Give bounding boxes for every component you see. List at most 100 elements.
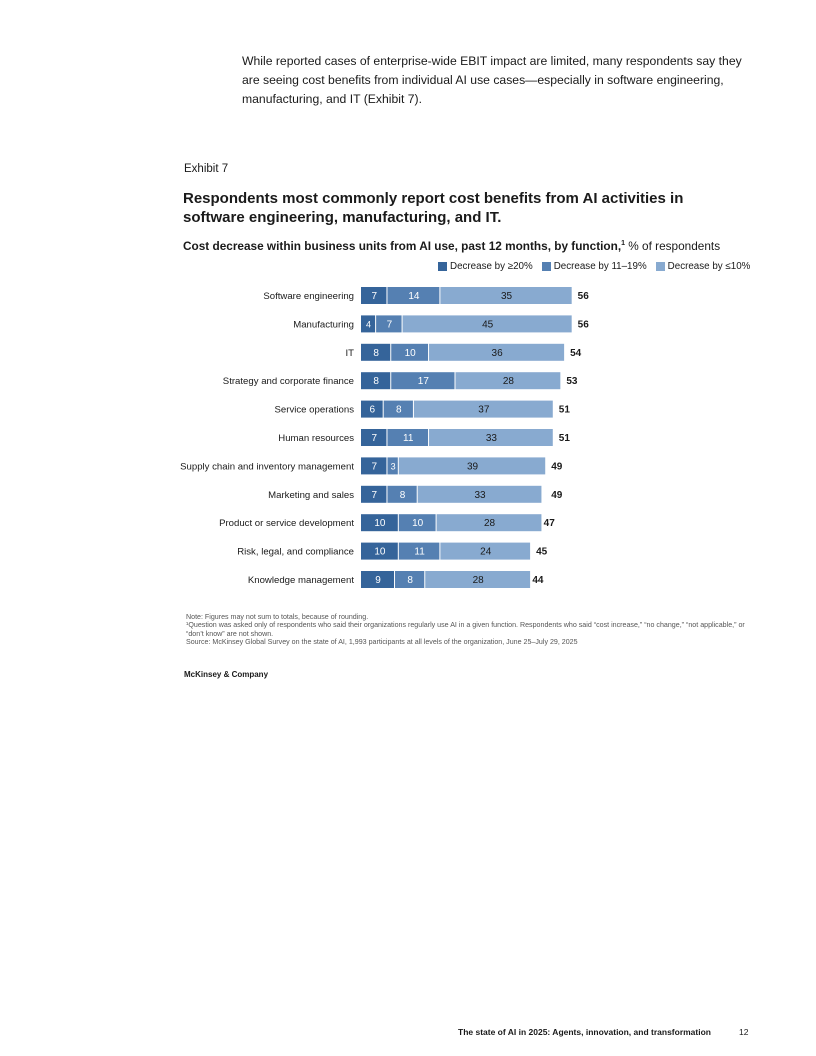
bar-segment (361, 287, 387, 304)
bar-total-label: 47 (544, 518, 556, 529)
bar-segment (398, 514, 436, 532)
chart-notes: Note: Figures may not sum to totals, bec… (186, 613, 746, 647)
bar-total-label: 49 (551, 490, 563, 501)
bar-segment (361, 457, 387, 475)
chart-subtitle: Cost decrease within business units from… (183, 239, 783, 253)
category-label: Supply chain and inventory management (180, 461, 354, 472)
note-text: Note: Figures may not sum to totals, bec… (186, 613, 369, 621)
bar-value-label: 11 (403, 433, 414, 444)
bar-segment (387, 457, 398, 475)
bar-value-label: 28 (484, 518, 496, 529)
bar-value-label: 7 (371, 490, 377, 501)
bar-value-label: 8 (407, 575, 413, 586)
subtitle-footnote-mark: 1 (621, 240, 625, 248)
bar-value-label: 10 (374, 518, 386, 529)
bar-value-label: 10 (374, 547, 386, 558)
legend-label: Decrease by ≥20% (450, 261, 533, 272)
legend-item-mid: Decrease by 11–19% (541, 261, 647, 272)
legend-swatch-light (655, 262, 665, 271)
bar-total-label: 44 (532, 575, 544, 586)
legend-label: Decrease by ≤10% (667, 261, 751, 272)
bar-total-label: 51 (559, 433, 571, 444)
bar-value-label: 11 (414, 547, 425, 558)
chart-title: Respondents most commonly report cost be… (183, 190, 684, 226)
bar-value-label: 8 (373, 376, 379, 387)
bar-segment (398, 542, 440, 560)
bar-segment (429, 343, 565, 361)
bar-segment (361, 400, 383, 418)
bar-segment (440, 542, 531, 560)
category-label: Manufacturing (293, 319, 354, 330)
stacked-bar-chart: Software engineering 7 14 35 56 Manufacturing… (180, 287, 590, 588)
category-label: Marketing and sales (268, 490, 354, 501)
bar-segment (361, 542, 398, 560)
bar-segment (417, 485, 542, 503)
bar-value-label: 10 (405, 348, 417, 359)
bar-value-label: 24 (480, 547, 492, 558)
bar-total-label: 45 (536, 547, 548, 558)
bar-total-label: 49 (551, 461, 563, 472)
bar-segment (391, 372, 455, 390)
bar-segment (387, 485, 417, 503)
bar-segment (455, 372, 561, 390)
legend-swatch-dark (438, 262, 447, 271)
footer-title: The state of AI in 2025: Agents, innovat… (458, 1027, 711, 1037)
bar-segment (395, 571, 425, 588)
bar-value-label: 7 (387, 319, 393, 330)
category-label: IT (345, 348, 354, 359)
bar-segment (361, 485, 387, 503)
category-label: Risk, legal, and compliance (237, 547, 354, 558)
bar-value-label: 33 (475, 490, 487, 501)
bar-segment (436, 514, 542, 532)
bar-total-label: 56 (578, 319, 590, 330)
legend-item-dark: Decrease by ≥20% (438, 261, 533, 272)
bar-value-label: 7 (371, 461, 377, 472)
bar-value-label: 17 (418, 376, 430, 387)
bar-value-label: 8 (373, 348, 379, 359)
bar-segment (376, 315, 402, 333)
legend-label: Decrease by 11–19% (553, 261, 647, 272)
bar-segment (440, 287, 572, 304)
category-label: Service operations (275, 405, 355, 416)
bar-value-label: 33 (486, 433, 498, 444)
footnote-text: ¹Question was asked only of respondents … (186, 621, 745, 638)
bar-value-label: 9 (375, 575, 381, 586)
subtitle-bold: Cost decrease within business units from… (183, 239, 622, 253)
bar-segment (391, 343, 429, 361)
bar-value-label: 8 (396, 405, 402, 416)
bar-segment (361, 315, 376, 333)
category-label: Knowledge management (248, 575, 354, 586)
bar-segment (361, 372, 391, 390)
bar-value-label: 36 (492, 348, 504, 359)
bar-value-label: 39 (467, 461, 479, 472)
bar-segment (361, 429, 387, 446)
bar-value-label: 6 (370, 405, 376, 416)
bar-value-label: 7 (371, 291, 377, 302)
brand-name: McKinsey & Company (184, 670, 269, 679)
bar-value-label: 10 (412, 518, 424, 529)
bar-value-label: 28 (503, 376, 515, 387)
bar-total-label: 56 (578, 291, 590, 302)
category-label: Product or service development (219, 518, 354, 529)
exhibit-label: Exhibit 7 (184, 163, 229, 175)
bar-value-label: 28 (473, 575, 485, 586)
bar-value-label: 45 (482, 319, 494, 330)
bar-segment (361, 514, 398, 532)
bar-segment (425, 571, 531, 588)
bar-segment (413, 400, 553, 418)
bar-segment (361, 343, 391, 361)
bar-segment (402, 315, 572, 333)
bar-value-label: 7 (371, 433, 377, 444)
category-label: Software engineering (263, 291, 354, 302)
bar-value-label: 4 (366, 319, 371, 329)
bar-segment (361, 571, 395, 588)
bar-segment (383, 400, 413, 418)
bar-segment (429, 429, 553, 446)
bar-value-label: 3 (391, 461, 396, 471)
legend-swatch-mid (541, 262, 551, 271)
bar-value-label: 14 (408, 291, 420, 302)
bar-total-label: 54 (570, 348, 582, 359)
bar-total-label: 51 (559, 405, 571, 416)
bar-value-label: 37 (478, 405, 490, 416)
bar-segment (387, 429, 429, 446)
